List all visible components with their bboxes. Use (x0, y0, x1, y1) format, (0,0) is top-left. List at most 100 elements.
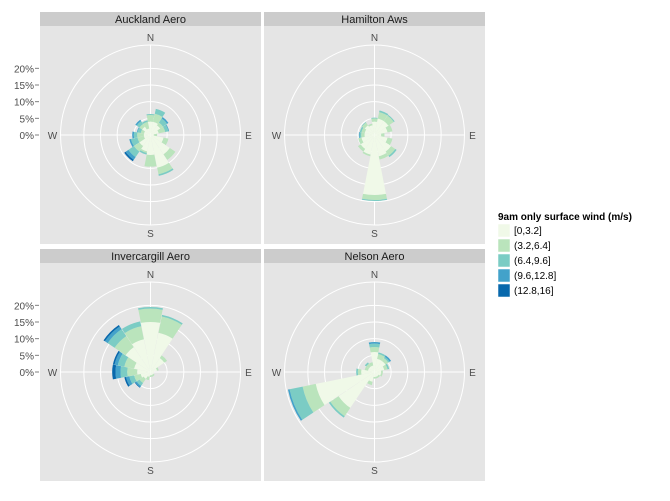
wind-bar-segment (374, 133, 382, 137)
wind-bar-segment (371, 118, 378, 122)
wind-bars (103, 307, 183, 388)
wind-bar-segment (140, 322, 161, 372)
facet-title: Invercargill Aero (111, 251, 190, 263)
wind-bar-segment (124, 326, 144, 345)
wind-bar-segment (361, 122, 367, 127)
wind-bar-segment (385, 363, 390, 370)
wind-bar-segment (361, 135, 375, 143)
wind-bar-segment (151, 374, 154, 377)
wind-bar-segment (133, 131, 138, 139)
wind-bar-segment (374, 121, 389, 135)
wind-bar-segment (161, 137, 169, 146)
wind-bar-segment (373, 372, 376, 378)
wind-bar-segment (134, 382, 141, 388)
wind-bar-segment (163, 124, 169, 133)
wind-bar-segment (315, 372, 375, 406)
wind-bar-segment (125, 376, 133, 386)
compass-label-w: W (48, 131, 58, 142)
wind-bar-segment (357, 368, 362, 376)
wind-bar-segment (125, 347, 151, 372)
wind-bar-segment (143, 372, 151, 379)
wind-bar-segment (129, 375, 137, 384)
wind-bar-segment (112, 350, 120, 365)
wind-bar-segment (143, 121, 150, 130)
facet-strip (264, 249, 485, 263)
wind-bar-segment (383, 356, 390, 363)
wind-bar-segment (159, 355, 168, 363)
polar-grid (60, 281, 241, 463)
wind-bar-segment (383, 115, 394, 126)
wind-bar-segment (121, 321, 142, 334)
compass-label-s: S (147, 229, 154, 240)
facet-strip (40, 12, 261, 26)
wind-bar-segment (377, 374, 381, 378)
legend-label: (12.8,16] (514, 286, 554, 297)
radial-tick-label: 0% (20, 368, 35, 379)
wind-bar-segment (138, 307, 163, 310)
wind-bar-segment (144, 154, 157, 167)
wind-bar-segment (128, 146, 140, 158)
wind-bar-segment (358, 132, 360, 138)
wind-bar-segment (136, 127, 140, 133)
wind-bar-segment (150, 368, 158, 372)
wind-bar-segment (124, 151, 134, 162)
facet-panel: Auckland Aero N E S W (40, 12, 261, 244)
wind-bar-segment (374, 127, 388, 135)
radial-tick-label: 5% (20, 114, 35, 125)
legend-key (497, 283, 511, 298)
wind-bar-segment (158, 168, 174, 176)
wind-bar-segment (361, 127, 367, 134)
wind-bar-segment (150, 130, 159, 135)
wind-bar-segment (140, 148, 148, 153)
legend: 9am only surface wind (m/s) [0,3.2] (3.2,… (497, 212, 632, 298)
facet-panel: Nelson Aero N E S W (264, 249, 485, 481)
wind-bar-segment (107, 329, 127, 348)
wind-bar-segment (368, 123, 373, 127)
wind-bar-segment (149, 372, 152, 376)
wind-bar-segment (135, 381, 142, 388)
wind-bar-segment (143, 133, 151, 137)
compass-label-e: E (245, 368, 252, 379)
radial-tick-label: 20% (14, 301, 34, 312)
wind-bar-segment (374, 372, 379, 377)
wind-bars (124, 108, 176, 176)
wind-bar-segment (330, 396, 351, 417)
wind-bar-segment (388, 148, 397, 158)
wind-bar-segment (157, 162, 173, 175)
compass-label-n: N (371, 33, 378, 44)
wind-bar-segment (165, 124, 170, 132)
wind-bar-segment (125, 149, 136, 160)
wind-bar-segment (385, 124, 393, 133)
wind-bar-segment (356, 368, 359, 376)
wind-bar-segment (147, 372, 151, 377)
wind-bar-segment (364, 125, 375, 135)
wind-bar-segment (377, 112, 388, 122)
wind-bar-segment (150, 372, 154, 374)
wind-bar-segment (373, 376, 376, 379)
wind-bar-segment (112, 364, 117, 380)
facet-title: Auckland Aero (115, 14, 186, 26)
wind-bar-segment (150, 135, 170, 155)
wind-bar-segment (150, 135, 169, 168)
wind-bar-segment (138, 308, 163, 323)
wind-bar-segment (374, 360, 386, 372)
wind-bar-segment (374, 370, 382, 374)
wind-bar-segment (132, 131, 135, 139)
wind-bar-segment (150, 358, 165, 372)
wind-bar-segment (374, 366, 385, 372)
legend-key (497, 268, 511, 283)
wind-bar-segment (375, 376, 379, 379)
wind-bar-segment (146, 128, 151, 135)
compass-label-s: S (371, 466, 378, 477)
wind-bar-segment (149, 375, 152, 378)
wind-bar-segment (328, 401, 345, 418)
wind-bar-segment (115, 365, 122, 379)
wind-bar-segment (364, 366, 369, 371)
wind-bar-segment (127, 367, 138, 377)
wind-bar-segment (362, 151, 371, 157)
wind-bar-segment (139, 135, 151, 147)
wind-bar-segment (387, 114, 395, 122)
wind-bar-segment (141, 135, 151, 152)
radial-tick-label: 5% (20, 351, 35, 362)
wind-bar-segment (134, 362, 151, 372)
